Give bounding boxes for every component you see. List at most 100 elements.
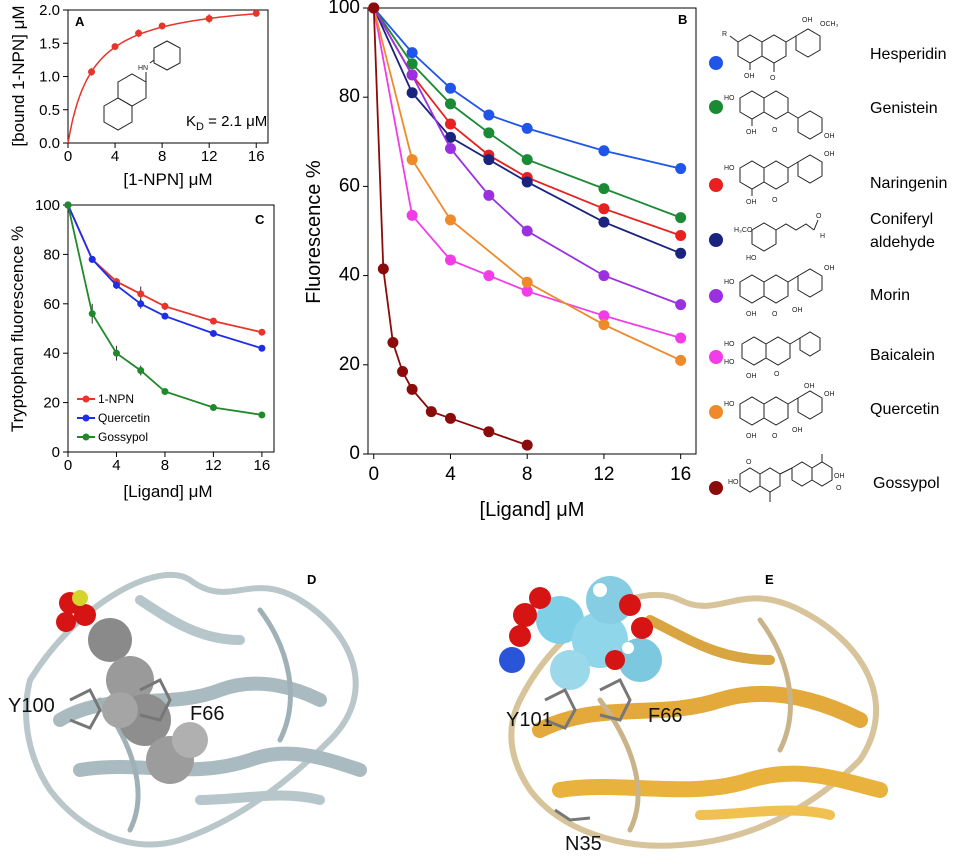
data-point	[111, 43, 119, 51]
y-tick-label: 100	[35, 197, 60, 214]
data-point-coniferyl-aldehyde	[483, 154, 495, 166]
x-tick-label: 4	[445, 464, 456, 485]
mor-oh2: OH	[824, 265, 835, 272]
x-tick-label: 16	[254, 457, 271, 474]
panel-d-res-f66: F66	[190, 703, 224, 725]
hesperidin-structure: OH O R OH OCH₃	[722, 17, 839, 82]
panel-c-marks	[64, 201, 266, 419]
gos-o2: O	[836, 485, 842, 492]
data-point	[252, 9, 260, 17]
panel-b-legend: Hesperidin OH O R OH OCH₃ Genistein HO O…	[709, 17, 947, 502]
data-point-genistein	[483, 127, 495, 139]
panel-c-label: C	[255, 212, 265, 227]
kd-sub: D	[196, 121, 204, 133]
legend-dot-coniferyl-aldehyde	[709, 233, 723, 247]
data-point-1-npn	[209, 317, 217, 325]
panel-e-sidechains	[544, 677, 632, 822]
panel-e-res-n35: N35	[565, 833, 602, 855]
data-point	[158, 22, 166, 30]
series-line-quercetin	[67, 204, 263, 350]
x-tick-label: 0	[368, 464, 379, 485]
panel-e-ligand	[499, 576, 662, 690]
data-point-gossypol	[425, 406, 437, 418]
panel-b-marks	[368, 2, 687, 451]
baicalein-structure: HO HO OH O	[724, 331, 821, 380]
panel-e-label: E	[765, 572, 774, 587]
kd-tail: = 2.1 μM	[204, 113, 267, 130]
data-point-morin	[444, 142, 456, 154]
series-line-quercetin	[372, 7, 682, 362]
data-point-gossypol	[483, 426, 495, 438]
quercetin-structure: HO OH O OH OH OH	[724, 383, 835, 440]
que-oh3: OH	[824, 391, 835, 398]
panel-b-frame	[367, 7, 697, 455]
nar-ho: HO	[724, 165, 735, 172]
data-point-hesperidin	[598, 145, 610, 157]
que-ho: HO	[724, 401, 735, 408]
data-point-gossypol	[406, 383, 418, 395]
data-point-genistein	[675, 212, 687, 224]
legend-name-baicalein: Baicalein	[870, 347, 935, 364]
legend-name-genistein: Genistein	[870, 100, 938, 117]
panel-b: 0 4 8 12 16 0 20 40 60 80 100 B [Ligand] μM Fluore…	[303, 0, 697, 521]
data-point-hesperidin	[521, 122, 533, 134]
legend-name-quercetin: Quercetin	[870, 401, 939, 418]
panel-a-kd-annotation: KD = 2.1 μM	[186, 113, 267, 133]
data-point-gossypol	[161, 387, 169, 395]
gen-oh: OH	[746, 129, 757, 136]
x-tick-label: 8	[158, 148, 166, 165]
mor-oh3: OH	[792, 307, 803, 314]
y-tick-label: 40	[43, 345, 60, 362]
panel-a-marks	[67, 9, 260, 144]
hesp-och3: OCH₃	[820, 21, 839, 28]
con-h: H	[820, 233, 825, 240]
data-point	[135, 29, 143, 37]
data-point-genistein	[598, 183, 610, 195]
y-tick-label: 0	[52, 444, 60, 461]
gos-oh: OH	[834, 473, 845, 480]
data-point-baicalein	[406, 209, 418, 221]
hesp-oh: OH	[744, 73, 755, 80]
panel-b-ylabel: Fluorescence %	[303, 160, 325, 304]
x-tick-label: 0	[64, 148, 72, 165]
legend-dot-hesperidin	[709, 56, 723, 70]
data-point-morin	[675, 299, 687, 311]
panel-a-xlabel: [1-NPN] μM	[123, 170, 212, 189]
x-tick-label: 0	[64, 457, 72, 474]
data-point-quercetin	[598, 319, 610, 331]
panel-e-res-y101: Y101	[506, 709, 553, 731]
legend-name-naringenin: Naringenin	[870, 175, 947, 192]
data-point	[88, 68, 96, 76]
y-tick-label: 0.0	[39, 135, 60, 152]
panel-b-ticks: 0 4 8 12 16 0 20 40 60 80 100	[328, 0, 691, 485]
legend-dots	[709, 56, 723, 495]
gen-ho: HO	[724, 95, 735, 102]
data-point-gossypol	[397, 365, 409, 377]
bai-oh: OH	[746, 373, 757, 380]
legend-text-quercetin: Quercetin	[98, 411, 150, 425]
npn-structure: HN	[103, 40, 181, 131]
legend-name-morin: Morin	[870, 287, 910, 304]
x-tick-label: 12	[205, 457, 222, 474]
panel-a-ticks: 0 4 8 12 16 0.0 0.5 1.0 1.5 2.0	[39, 2, 264, 165]
legend-name-coniferyl: Coniferyl	[870, 211, 933, 228]
data-point-morin	[521, 225, 533, 237]
gos-o: O	[746, 459, 752, 466]
hesp-r: R	[722, 31, 727, 38]
y-tick-label: 0.5	[39, 102, 60, 119]
x-tick-label: 12	[593, 464, 614, 485]
legend-dot-morin	[709, 289, 723, 303]
panel-b-xlabel: [Ligand] μM	[480, 499, 585, 521]
panel-b-label: B	[678, 12, 687, 27]
data-point-baicalein	[521, 285, 533, 297]
data-point-baicalein	[444, 254, 456, 266]
x-tick-label: 16	[670, 464, 691, 485]
panel-d-label: D	[307, 572, 316, 587]
data-point-baicalein	[675, 332, 687, 344]
morin-structure: HO OH O OH OH	[724, 265, 835, 318]
que-oh2: OH	[804, 383, 815, 390]
data-point-morin	[406, 69, 418, 81]
y-tick-label: 100	[328, 0, 360, 18]
gos-ho: HO	[728, 479, 739, 486]
panel-c-ylabel: Tryptophan fluorescence %	[8, 226, 27, 432]
